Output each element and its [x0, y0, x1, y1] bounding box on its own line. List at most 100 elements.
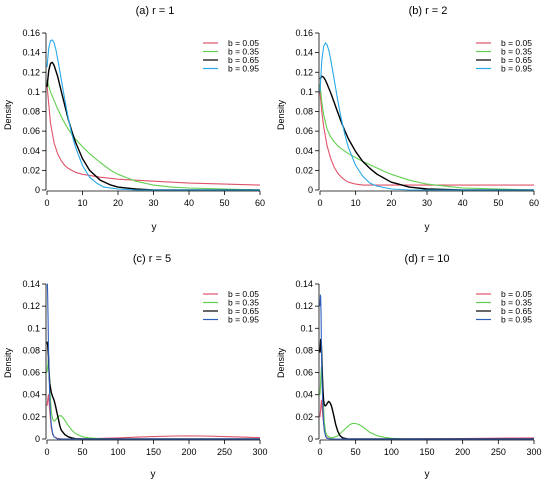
panel-c-series-line-2: [46, 358, 260, 440]
panel-a-xlabel: y: [152, 222, 157, 233]
panel-d-x-tick-label: 300: [526, 447, 541, 457]
panel-c-y-tick-label: 0.04: [22, 390, 40, 400]
panel-b-x-tick-label: 60: [529, 198, 539, 208]
panel-b-legend-label: b = 0.95: [501, 64, 532, 74]
panel-a-legend-label: b = 0.35: [228, 47, 259, 57]
panel-c-legend: b = 0.05b = 0.35b = 0.65b = 0.95: [203, 289, 259, 325]
panel-b-legend-label: b = 0.05: [501, 38, 532, 48]
panel-d-legend: b = 0.05b = 0.35b = 0.65b = 0.95: [476, 289, 532, 325]
panel-b-legend-label: b = 0.35: [501, 47, 532, 57]
panel-c-x-tick-label: 150: [146, 447, 161, 457]
panel-d-y-tick-label: 0.1: [300, 323, 313, 333]
panel-b-ylabel: Density: [276, 99, 286, 130]
panel-d-title: (d) r = 10: [405, 253, 450, 265]
panel-a: (a) r = 1 Density y 0 10 20 30 40 50 60 0 0.02 0.…: [3, 5, 265, 233]
panel-d-series-line-2: [319, 366, 534, 440]
panel-b-x-tick-label: 0: [317, 198, 322, 208]
panel-d-y-tick-label: 0.12: [295, 301, 313, 311]
panel-d-x-tick-label: 250: [491, 447, 506, 457]
panel-a-y-tick-label: 0.1: [27, 87, 40, 97]
panel-b-axes: 0 10 20 30 40 50 60 0 0.02 0.04 0.06 0.08 0.1 0.12 0.1…: [295, 28, 539, 208]
panel-d-ylabel: Density: [276, 347, 286, 378]
panel-a-axes: 0 10 20 30 40 50 60 0 0.02 0.04 0.06 0.08 0.1 0.12 0.1…: [22, 28, 265, 208]
panel-a-y-tick-label: 0.06: [22, 126, 40, 136]
panel-d-x-tick-label: 150: [419, 447, 434, 457]
panel-a-legend-label: b = 0.05: [228, 38, 259, 48]
panel-c-y-tick-label: 0.14: [22, 279, 40, 289]
panel-a-y-tick-label: 0.16: [22, 28, 40, 38]
panel-c-series-line-1: [46, 394, 261, 440]
panel-c-legend-label: b = 0.05: [228, 289, 259, 299]
panel-b-y-tick-label: 0.12: [295, 67, 313, 77]
panel-b-y-tick-label: 0.02: [295, 165, 313, 175]
panel-c-x-tick-label: 100: [110, 447, 125, 457]
panel-b: (b) r = 2 Density y 0 10 20 30 40 50 60 0 0.02 0.…: [276, 5, 539, 233]
panel-c-series-line-3: [46, 341, 260, 440]
panel-d-legend-label: b = 0.35: [501, 298, 532, 308]
panel-a-legend: b = 0.05b = 0.35b = 0.65b = 0.95: [203, 38, 259, 74]
panel-d-legend-label: b = 0.95: [501, 315, 532, 325]
panel-b-legend: b = 0.05b = 0.35b = 0.65b = 0.95: [476, 38, 532, 74]
panel-d-xlabel: y: [425, 469, 430, 480]
panel-b-x-tick-label: 50: [493, 198, 503, 208]
panel-b-y-tick-label: 0.06: [295, 126, 313, 136]
panel-c: (c) r = 5 Density y 0 50 100 150 200 250 30000…: [3, 253, 268, 480]
panel-a-y-tick-label: 0.12: [22, 67, 40, 77]
panel-d-x-tick-label: 100: [384, 447, 399, 457]
panel-b-series-line-2: [319, 83, 535, 191]
panel-c-xlabel: y: [151, 469, 156, 480]
panel-c-legend-label: b = 0.65: [228, 306, 259, 316]
panel-d-axes: 0 50 100 150 200 250 300 0 0.02 0.04 0.06 0.08 0.1 0.…: [295, 279, 541, 457]
panel-c-y-tick-label: 0: [35, 434, 40, 444]
panel-d-lines: [319, 294, 535, 440]
panel-c-ylabel: Density: [3, 347, 13, 378]
panel-a-x-tick-label: 40: [184, 198, 194, 208]
panel-b-y-tick-label: 0.08: [295, 107, 313, 117]
panel-c-series-line-4: [46, 283, 260, 440]
panel-d-x-tick-label: 50: [351, 447, 361, 457]
panel-b-y-tick-label: 0.1: [300, 87, 313, 97]
panel-c-x-tick-label: 300: [252, 447, 267, 457]
panel-a-y-tick-label: 0.14: [22, 48, 40, 58]
panel-c-y-tick-label: 0.08: [22, 345, 40, 355]
panel-a-x-tick-label: 10: [77, 198, 87, 208]
panel-a-legend-label: b = 0.95: [228, 64, 259, 74]
panel-d-y-tick-label: 0.06: [295, 368, 313, 378]
panel-d: (d) r = 10 Density y 0 50 100 150 200 250 3000…: [276, 253, 542, 480]
panel-d-y-tick-label: 0.04: [295, 390, 313, 400]
panel-a-x-tick-label: 0: [44, 198, 49, 208]
panel-b-x-tick-label: 30: [422, 198, 432, 208]
panel-a-title: (a) r = 1: [136, 5, 175, 17]
panel-b-x-tick-label: 40: [458, 198, 468, 208]
panel-a-y-tick-label: 0.02: [22, 165, 40, 175]
panel-c-legend-label: b = 0.95: [228, 315, 259, 325]
panel-c-x-tick-label: 0: [44, 447, 49, 457]
panel-d-x-tick-label: 0: [317, 447, 322, 457]
panel-c-legend-label: b = 0.35: [228, 298, 259, 308]
panel-c-axes: 0 50 100 150 200 250 300 0 0.02 0.04 0.06 0.08 0.1 0.…: [22, 279, 267, 457]
panel-a-y-tick-label: 0: [35, 185, 40, 195]
panel-c-lines: [46, 283, 261, 440]
panel-c-x-tick-label: 50: [77, 447, 87, 457]
panel-d-y-tick-label: 0.02: [295, 412, 313, 422]
panel-c-x-tick-label: 200: [181, 447, 196, 457]
panel-c-y-tick-label: 0.06: [22, 368, 40, 378]
panel-c-y-tick-label: 0.12: [22, 301, 40, 311]
panel-a-lines: [46, 39, 261, 191]
panel-a-y-tick-label: 0.08: [22, 107, 40, 117]
panel-c-y-tick-label: 0.1: [27, 323, 40, 333]
panel-b-y-tick-label: 0.04: [295, 146, 313, 156]
panel-a-series-line-4: [46, 39, 260, 191]
panel-d-series-line-4: [319, 294, 534, 440]
panel-c-y-tick-label: 0.02: [22, 412, 40, 422]
panel-b-xlabel: y: [425, 222, 430, 233]
panel-a-series-line-1: [46, 84, 261, 186]
panel-c-x-tick-label: 250: [217, 447, 232, 457]
panel-a-series-line-3: [46, 61, 260, 191]
panel-c-title: (c) r = 5: [133, 253, 171, 265]
panel-b-title: (b) r = 2: [409, 5, 448, 17]
panel-d-y-tick-label: 0: [308, 434, 313, 444]
panel-a-x-tick-label: 30: [148, 198, 158, 208]
panel-b-x-tick-label: 10: [351, 198, 361, 208]
